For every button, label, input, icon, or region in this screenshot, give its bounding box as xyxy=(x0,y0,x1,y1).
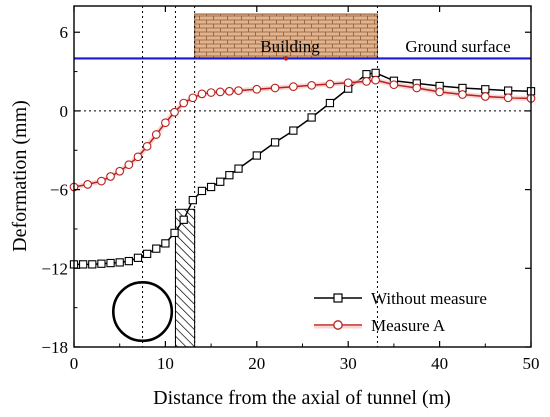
point-measure-a xyxy=(206,88,216,97)
point-measure-a xyxy=(458,90,467,99)
y-axis-title: Deformation (mm) xyxy=(9,100,31,252)
point-measure-a xyxy=(389,80,399,90)
point-without-measure xyxy=(124,256,133,266)
point-without-measure xyxy=(188,195,197,205)
ground-surface-label: Ground surface xyxy=(405,37,510,56)
point-measure-a xyxy=(225,86,234,96)
point-measure-a xyxy=(289,82,298,92)
point-measure-a xyxy=(270,83,280,93)
y-tick-label: 6 xyxy=(60,23,69,42)
x-tick-label: 30 xyxy=(340,354,357,373)
point-measure-a xyxy=(83,180,93,189)
x-tick-label: 50 xyxy=(523,354,540,373)
axes: 0 10 20 30 40 50 −18 −12 −6 0 6 xyxy=(41,5,540,373)
point-without-measure xyxy=(197,186,207,196)
point-without-measure xyxy=(106,258,115,268)
point-measure-a xyxy=(124,160,134,170)
reference-lines xyxy=(74,6,531,347)
point-measure-a xyxy=(179,98,189,108)
point-measure-a xyxy=(106,172,115,181)
point-without-measure xyxy=(225,171,234,180)
point-measure-a xyxy=(362,77,371,86)
point-without-measure xyxy=(503,86,513,95)
point-measure-a xyxy=(197,89,207,99)
point-without-measure xyxy=(152,244,161,253)
y-tick-label: 0 xyxy=(60,102,69,121)
point-measure-a xyxy=(435,87,444,97)
point-measure-a xyxy=(480,92,490,101)
point-without-measure xyxy=(179,215,188,224)
point-measure-a xyxy=(133,152,143,162)
legend-marker-measure-a xyxy=(333,320,343,330)
point-measure-a xyxy=(170,107,179,117)
point-measure-a xyxy=(188,93,198,103)
point-measure-a xyxy=(115,166,125,176)
x-tick-label: 40 xyxy=(431,354,448,373)
point-without-measure xyxy=(170,228,179,238)
point-measure-a xyxy=(97,176,106,186)
point-measure-a xyxy=(142,141,152,151)
point-without-measure xyxy=(206,182,216,192)
point-without-measure xyxy=(216,177,225,186)
point-without-measure xyxy=(142,249,152,259)
point-without-measure xyxy=(234,164,243,173)
building-block xyxy=(194,13,378,59)
point-without-measure xyxy=(88,260,97,269)
point-without-measure xyxy=(252,151,261,160)
point-without-measure xyxy=(325,98,335,108)
building-label: Building xyxy=(260,37,320,56)
point-measure-a xyxy=(234,86,243,95)
point-without-measure xyxy=(161,239,170,248)
point-measure-a xyxy=(371,75,380,85)
point-measure-a xyxy=(161,118,170,128)
point-measure-a xyxy=(343,78,353,88)
point-measure-a xyxy=(215,87,225,97)
y-tick-label: −18 xyxy=(41,338,68,357)
series-line-without-measure xyxy=(74,72,532,266)
point-without-measure xyxy=(307,113,316,122)
point-without-measure xyxy=(115,258,124,267)
x-tick-label: 10 xyxy=(157,354,174,373)
legend-marker-without-measure xyxy=(333,293,343,303)
point-measure-a xyxy=(503,93,513,103)
point-without-measure xyxy=(371,68,380,78)
ground-center-marker xyxy=(283,56,289,61)
y-tick-label: −6 xyxy=(50,181,68,200)
point-without-measure xyxy=(289,126,298,135)
x-tick-label: 20 xyxy=(248,354,265,373)
y-tick-label: −12 xyxy=(41,259,68,278)
point-measure-a xyxy=(325,79,335,89)
data-series xyxy=(69,68,536,269)
point-measure-a xyxy=(151,130,161,139)
point-measure-a xyxy=(412,83,422,93)
legend-label-measure-a: Measure A xyxy=(371,316,446,335)
point-measure-a xyxy=(252,84,262,94)
point-measure-a xyxy=(307,80,316,90)
background-layer xyxy=(112,13,378,348)
point-without-measure xyxy=(133,253,143,262)
legend: Without measure Measure A xyxy=(314,289,487,335)
x-axis-title: Distance from the axial of tunnel (m) xyxy=(153,387,451,409)
point-without-measure xyxy=(270,138,280,147)
point-without-measure xyxy=(481,85,490,94)
legend-label-without-measure: Without measure xyxy=(371,289,487,308)
point-without-measure xyxy=(97,259,106,268)
point-without-measure xyxy=(362,70,371,79)
point-without-measure xyxy=(78,260,88,269)
x-tick-label: 0 xyxy=(70,354,79,373)
